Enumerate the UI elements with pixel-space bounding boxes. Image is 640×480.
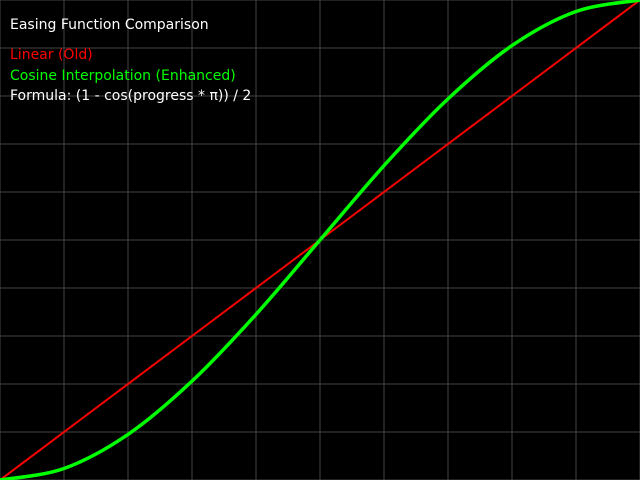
legend-entry-cosine: Cosine Interpolation (Enhanced): [10, 68, 236, 84]
formula-text: Formula: (1 - cos(progress * π)) / 2: [10, 88, 252, 104]
legend-entry-linear: Linear (Old): [10, 47, 93, 63]
chart-title: Easing Function Comparison: [10, 17, 209, 33]
